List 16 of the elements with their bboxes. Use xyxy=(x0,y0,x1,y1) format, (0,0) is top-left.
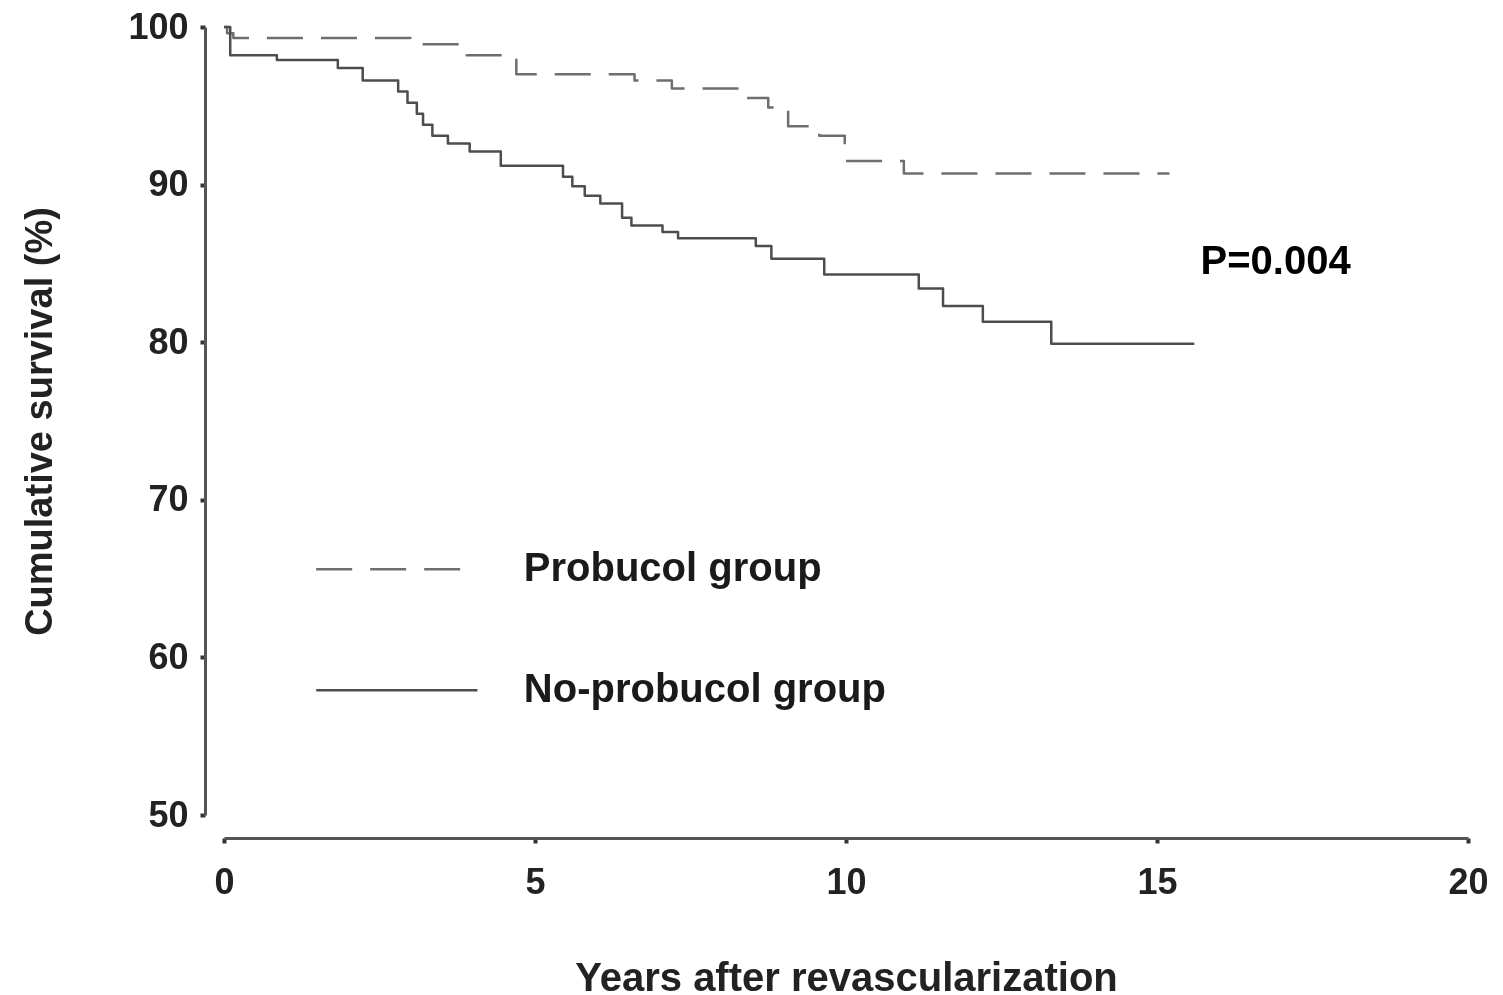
y-tick-label: 100 xyxy=(128,5,189,47)
y-tick-label: 80 xyxy=(148,320,189,362)
y-axis-title: Cumulative survival (%) xyxy=(18,207,61,636)
legend-label: No-probucol group xyxy=(523,666,886,711)
x-axis-title: Years after revascularization xyxy=(575,954,1118,995)
y-tick-label: 70 xyxy=(148,478,189,520)
x-tick-label: 10 xyxy=(826,860,867,902)
y-tick-label: 50 xyxy=(148,793,189,835)
annotation: P=0.004 xyxy=(1200,237,1352,282)
x-tick-label: 0 xyxy=(214,860,235,902)
legend-label: Probucol group xyxy=(523,545,822,590)
x-tick-label: 20 xyxy=(1448,860,1489,902)
x-tick-label: 5 xyxy=(525,860,546,902)
x-tick-label: 15 xyxy=(1137,860,1178,902)
y-tick-label: 60 xyxy=(148,635,189,677)
y-tick-label: 90 xyxy=(148,163,189,205)
